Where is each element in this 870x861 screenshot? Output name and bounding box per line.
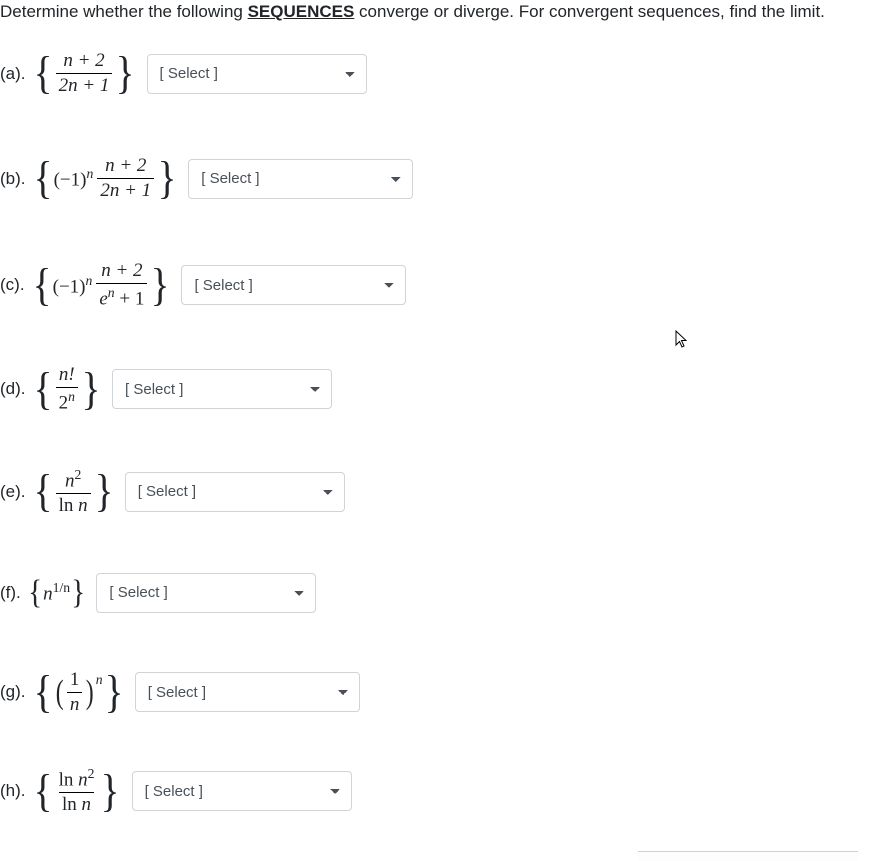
left-brace-icon: {	[33, 160, 52, 197]
footer-strip	[638, 851, 858, 861]
right-brace-icon: }	[151, 267, 170, 304]
item-a-label: (a).	[0, 64, 26, 84]
item-e-label: (e).	[0, 482, 26, 502]
right-paren-icon: )	[86, 679, 94, 706]
e-numerator: n2	[62, 467, 84, 493]
item-d-label: (d).	[0, 379, 26, 399]
b-numerator: n + 2	[102, 155, 149, 178]
a-denominator: 2n + 1	[56, 73, 113, 97]
item-d: (d). { n! 2n } [ Select ]	[0, 364, 870, 414]
item-g-select[interactable]: [ Select ]	[135, 672, 360, 712]
item-e-sequence: { n2 ln n }	[32, 467, 115, 517]
item-f-sequence: { n1/n }	[27, 579, 87, 606]
item-g-sequence: { ( 1 n ) n }	[32, 669, 125, 716]
h-denominator: ln n	[59, 792, 94, 816]
right-brace-icon: }	[158, 160, 177, 197]
right-brace-icon: }	[82, 371, 101, 408]
item-b-label: (b).	[0, 169, 26, 189]
item-b-sequence: { (−1)n n + 2 2n + 1 }	[32, 155, 179, 202]
c-denominator: en + 1	[96, 283, 147, 310]
item-a: (a). { n + 2 2n + 1 } [ Select ]	[0, 50, 870, 97]
item-b-select[interactable]: [ Select ]	[188, 159, 413, 199]
left-brace-icon: {	[33, 473, 52, 510]
item-c: (c). { (−1)n n + 2 en + 1 } [ Select ]	[0, 260, 870, 310]
item-d-select[interactable]: [ Select ]	[112, 369, 332, 409]
d-denominator: 2n	[56, 387, 78, 414]
item-h-select[interactable]: [ Select ]	[132, 771, 352, 811]
item-a-sequence: { n + 2 2n + 1 }	[32, 50, 137, 97]
left-paren-icon: (	[55, 679, 63, 706]
item-c-label: (c).	[0, 275, 25, 295]
f-expression: n1/n	[43, 580, 70, 605]
right-brace-icon: }	[104, 674, 123, 711]
e-denominator: ln n	[56, 493, 91, 517]
question-prompt: Determine whether the following SEQUENCE…	[0, 0, 870, 22]
g-inner-numerator: 1	[67, 669, 83, 692]
item-d-sequence: { n! 2n }	[32, 364, 103, 414]
left-brace-icon: {	[33, 773, 52, 810]
right-brace-icon: }	[94, 473, 113, 510]
prompt-prefix: Determine whether the following	[0, 2, 248, 21]
g-inner-denominator: n	[67, 692, 83, 716]
c-prefix: (−1)n	[53, 273, 93, 298]
b-prefix: (−1)n	[54, 166, 94, 191]
item-f: (f). { n1/n } [ Select ]	[0, 573, 870, 613]
b-denominator: 2n + 1	[97, 178, 154, 202]
item-c-select[interactable]: [ Select ]	[181, 265, 406, 305]
a-numerator: n + 2	[60, 50, 107, 73]
prompt-suffix: converge or diverge. For convergent sequ…	[354, 2, 825, 21]
left-brace-icon: {	[33, 371, 52, 408]
right-brace-icon: }	[101, 773, 120, 810]
left-brace-icon: {	[33, 674, 52, 711]
right-brace-icon: }	[116, 55, 135, 92]
prompt-keyword: SEQUENCES	[248, 2, 355, 21]
item-a-select[interactable]: [ Select ]	[147, 54, 367, 94]
item-c-sequence: { (−1)n n + 2 en + 1 }	[31, 260, 172, 310]
left-brace-icon: {	[28, 579, 42, 606]
item-f-label: (f).	[0, 583, 21, 603]
item-g-label: (g).	[0, 682, 26, 702]
c-numerator: n + 2	[98, 260, 145, 283]
g-exponent: n	[96, 672, 103, 688]
item-f-select[interactable]: [ Select ]	[96, 573, 316, 613]
right-brace-icon: }	[71, 579, 85, 606]
item-h-label: (h).	[0, 781, 26, 801]
item-h-sequence: { ln n2 ln n }	[32, 766, 122, 816]
item-e-select[interactable]: [ Select ]	[125, 472, 345, 512]
left-brace-icon: {	[33, 55, 52, 92]
item-g: (g). { ( 1 n ) n } [ Select ]	[0, 669, 870, 716]
item-b: (b). { (−1)n n + 2 2n + 1 } [ Select ]	[0, 155, 870, 202]
left-brace-icon: {	[32, 267, 51, 304]
item-e: (e). { n2 ln n } [ Select ]	[0, 467, 870, 517]
d-numerator: n!	[56, 364, 78, 387]
item-h: (h). { ln n2 ln n } [ Select ]	[0, 766, 870, 816]
h-numerator: ln n2	[56, 766, 98, 792]
